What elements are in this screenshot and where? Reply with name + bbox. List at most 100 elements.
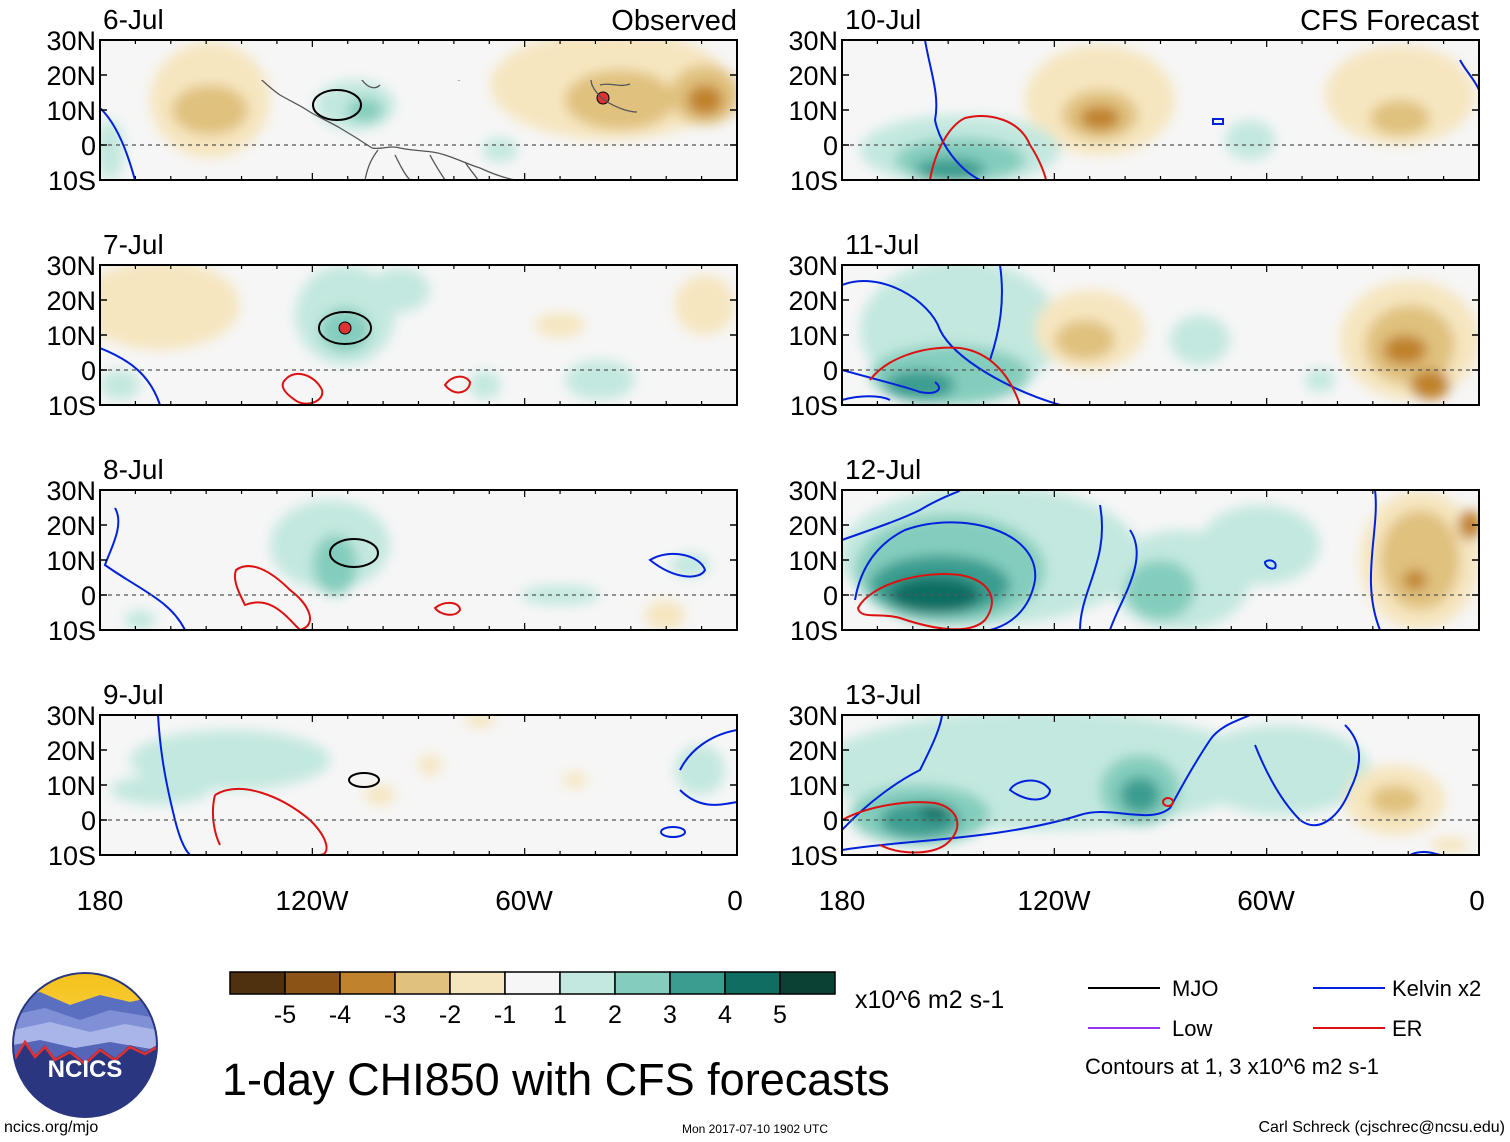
legend-label-er: ER — [1392, 1016, 1423, 1041]
lat-label: 30N — [788, 476, 838, 506]
colorbar-label: -3 — [384, 1001, 406, 1029]
website-link[interactable]: ncics.org/mjo — [4, 1119, 98, 1136]
colorbar-label: -2 — [439, 1001, 461, 1029]
shading-field — [110, 715, 737, 855]
colorbar-units: x10^6 m2 s-1 — [855, 986, 1004, 1014]
shading-field — [842, 715, 1470, 855]
lat-label: 10N — [46, 321, 96, 351]
lat-label: 10N — [46, 96, 96, 126]
lat-label: 10N — [46, 771, 96, 801]
panel-date-8-jul: 8-Jul — [103, 454, 164, 485]
lat-label: 10S — [48, 166, 96, 196]
colorbar-label: 4 — [718, 1001, 732, 1029]
lat-label: 10S — [48, 616, 96, 646]
lon-label-180: 180 — [77, 885, 124, 916]
lat-label: 20N — [46, 736, 96, 766]
lat-label: 0 — [81, 131, 96, 161]
lat-label: 0 — [81, 581, 96, 611]
coastline — [260, 80, 638, 181]
lon-label-120w: 120W — [275, 885, 349, 916]
colorbar-label: -1 — [494, 1001, 516, 1029]
lat-label: 20N — [46, 286, 96, 316]
panel-date-6-jul: 6-Jul — [103, 4, 164, 35]
lat-label: 30N — [46, 701, 96, 731]
lat-label: 10N — [46, 546, 96, 576]
lat-label: 10S — [790, 616, 838, 646]
forecast-column-title: CFS Forecast — [1300, 5, 1479, 37]
lat-label: 10N — [788, 546, 838, 576]
panel-observed-8-jul — [99, 489, 738, 631]
lat-label: 20N — [46, 61, 96, 91]
lat-label: 10S — [48, 391, 96, 421]
colorbar-swatch — [284, 971, 341, 995]
lat-label: 20N — [788, 511, 838, 541]
colorbar-label: 3 — [663, 1001, 677, 1029]
colorbar-swatch — [504, 971, 561, 995]
shading-field — [103, 500, 710, 630]
latitude-labels: 30N 20N 10N 0 10S 30N 20N 10N 0 10S 30N 20N 10N 0 10S 3… — [46, 26, 838, 871]
observed-column-title: Observed — [611, 5, 737, 37]
logo-text: NCICS — [48, 1056, 123, 1083]
author-credit: Carl Schreck (cjschrec@ncsu.edu) — [1258, 1119, 1505, 1136]
panel-date-12-jul: 12-Jul — [845, 454, 921, 485]
panel-date-9-jul: 9-Jul — [103, 679, 164, 710]
colorbar — [229, 971, 836, 995]
shading-field — [842, 490, 1479, 630]
colorbar-swatch — [394, 971, 451, 995]
panel-forecast-13-jul — [841, 714, 1480, 856]
lat-label: 30N — [788, 701, 838, 731]
lat-label: 10S — [790, 391, 838, 421]
lon-label-0: 0 — [727, 885, 743, 916]
shading-field — [860, 40, 1479, 180]
axis-ticks — [99, 39, 1480, 856]
colorbar-label: 1 — [553, 1001, 567, 1029]
panel-observed-6-jul — [99, 39, 738, 181]
panel-forecast-11-jul — [841, 264, 1480, 406]
legend-label-kelvin: Kelvin x2 — [1392, 976, 1481, 1001]
panel-observed-7-jul — [99, 264, 738, 406]
colorbar-swatch — [559, 971, 616, 995]
shading-field — [100, 265, 735, 405]
colorbar-label: -5 — [274, 1001, 296, 1029]
legend: MJO Kelvin x2 Low ER Contours at 1, 3 x1… — [1085, 976, 1481, 1079]
longitude-labels-right: 180 120W 60W 0 — [819, 885, 1485, 916]
lon-label-120w: 120W — [1017, 885, 1091, 916]
longitude-labels-left: 180 120W 60W 0 — [77, 885, 743, 916]
colorbar-label: 5 — [773, 1001, 787, 1029]
panel-date-11-jul: 11-Jul — [845, 229, 919, 260]
lon-label-0: 0 — [1469, 885, 1485, 916]
lat-label: 10S — [790, 841, 838, 871]
panel-observed-9-jul — [99, 714, 738, 856]
figure-title: 1-day CHI850 with CFS forecasts — [222, 1054, 890, 1105]
colorbar-swatch — [229, 971, 286, 995]
panel-forecast-10-jul — [841, 39, 1480, 181]
lat-label: 30N — [46, 251, 96, 281]
lat-label: 0 — [81, 356, 96, 386]
lon-label-180: 180 — [819, 885, 866, 916]
colorbar-labels: -5 -4 -3 -2 -1 1 2 3 4 5 — [274, 1001, 787, 1029]
legend-label-low: Low — [1172, 1016, 1212, 1041]
panel-date-7-jul: 7-Jul — [103, 229, 164, 260]
timestamp: Mon 2017-07-10 1902 UTC — [682, 1122, 828, 1136]
colorbar-swatch — [724, 971, 781, 995]
lat-label: 30N — [788, 26, 838, 56]
lat-label: 0 — [823, 806, 838, 836]
panel-date-13-jul: 13-Jul — [845, 679, 921, 710]
panel-forecast-12-jul — [841, 489, 1480, 631]
lat-label: 10N — [788, 321, 838, 351]
lat-label: 10S — [48, 841, 96, 871]
lon-label-60w: 60W — [1237, 885, 1295, 916]
lat-label: 20N — [788, 286, 838, 316]
colorbar-label: -4 — [329, 1001, 351, 1029]
colorbar-label: 2 — [608, 1001, 622, 1029]
ncics-logo: NCICS — [12, 972, 158, 1118]
lat-label: 0 — [823, 356, 838, 386]
panel-date-10-jul: 10-Jul — [845, 4, 921, 35]
colorbar-swatch — [614, 971, 671, 995]
colorbar-swatch — [779, 971, 836, 995]
legend-label-mjo: MJO — [1172, 976, 1218, 1001]
lat-label: 10N — [788, 96, 838, 126]
lat-label: 10N — [788, 771, 838, 801]
colorbar-swatch — [449, 971, 506, 995]
